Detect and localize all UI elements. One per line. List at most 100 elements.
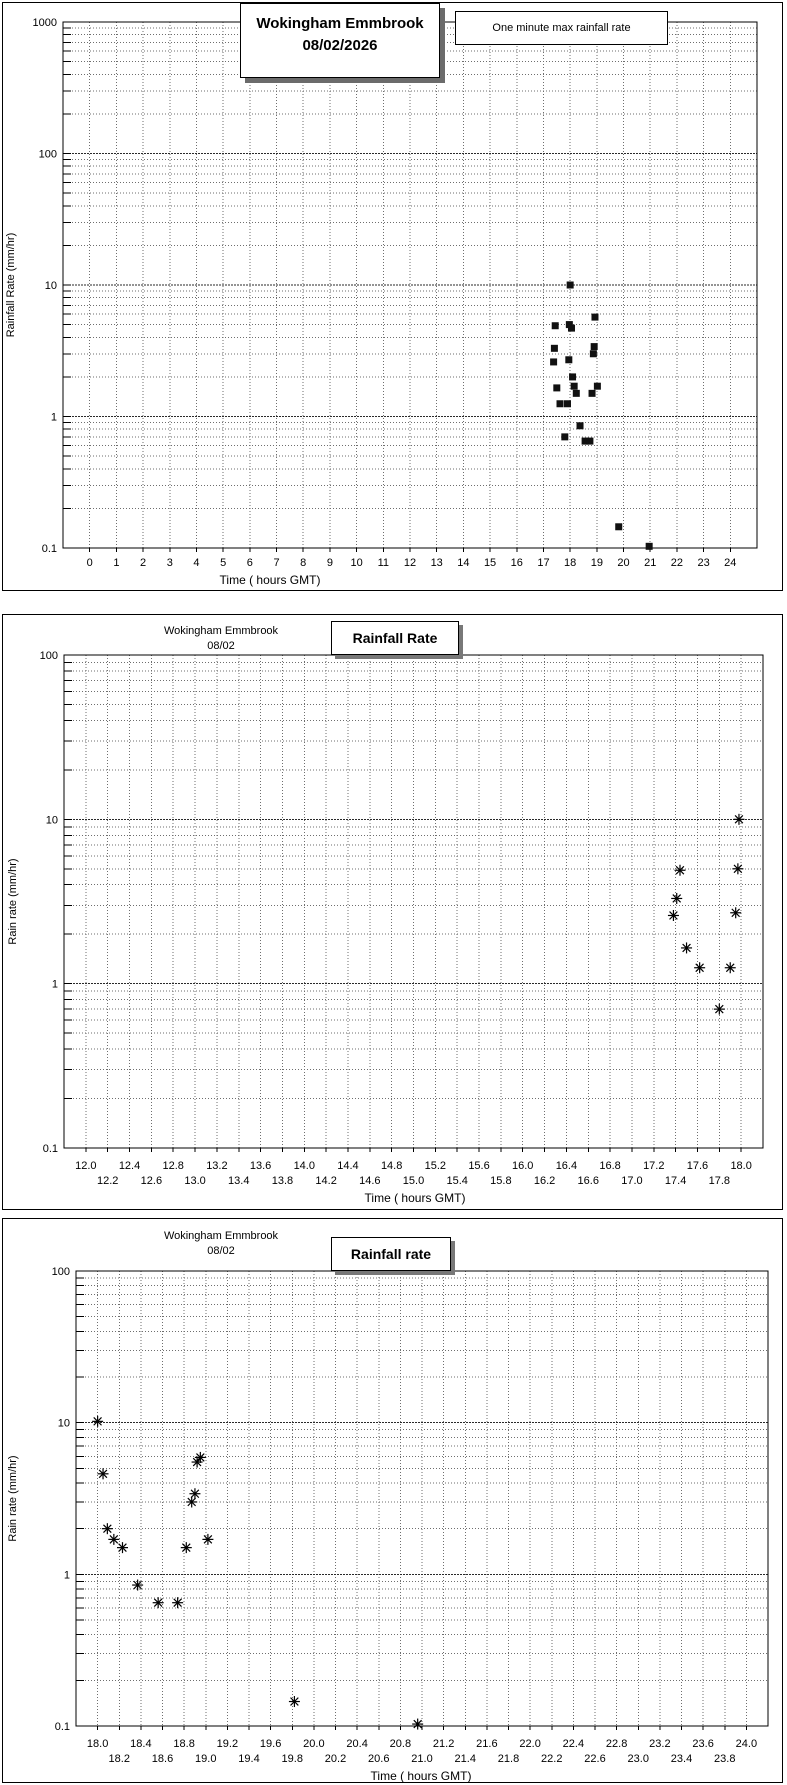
x-tick-label: 12.4: [119, 1160, 140, 1172]
x-tick-label: 17.0: [621, 1175, 642, 1187]
x-tick-label: 20.6: [368, 1753, 389, 1765]
x-tick-label: 9: [327, 557, 333, 569]
data-point: [713, 1003, 725, 1015]
x-tick-label: 23.0: [628, 1753, 649, 1765]
series-legend: One minute max rainfall rate: [455, 11, 668, 45]
y-tick-label: 100: [40, 650, 58, 662]
x-tick-label: 16.0: [512, 1160, 533, 1172]
data-point: [553, 384, 561, 392]
x-tick-label: 19.4: [238, 1753, 259, 1765]
x-tick-label: 15.0: [403, 1175, 424, 1187]
x-tick-label: 19.6: [260, 1738, 281, 1750]
x-tick-label: 22.4: [563, 1738, 584, 1750]
x-tick-label: 8: [300, 557, 306, 569]
data-point: [172, 1597, 184, 1609]
x-tick-label: 13.2: [206, 1160, 227, 1172]
x-tick-label: 22: [671, 557, 683, 569]
x-tick-label: 6: [247, 557, 253, 569]
y-tick-label: 10: [46, 814, 58, 826]
x-tick-label: 3: [167, 557, 173, 569]
data-point: [288, 1696, 300, 1708]
x-tick-label: 12.2: [97, 1175, 118, 1187]
y-tick-label: 100: [39, 149, 57, 161]
data-point: [694, 962, 706, 974]
plot-frame: [75, 1270, 769, 1727]
x-tick-label: 21.4: [455, 1753, 476, 1765]
x-axis-title: Time ( hours GMT): [365, 1191, 466, 1205]
chart-header: Wokingham Emmbrook 08/02: [131, 624, 311, 654]
x-tick-label: 17.6: [687, 1160, 708, 1172]
x-tick-label: 21.2: [433, 1738, 454, 1750]
data-point: [191, 1456, 203, 1468]
x-tick-label: 23: [697, 557, 709, 569]
y-axis-title: Rain rate (mm/hr): [7, 858, 19, 944]
rainfall-rate-chart-afternoon: 100 10 1 0.1 12.0 12.4 12.8 13.2 13.6 14.0 14.4 14.…: [2, 614, 783, 1210]
y-tick-label: 10: [58, 1418, 70, 1430]
x-tick-label: 14.0: [294, 1160, 315, 1172]
data-point: [101, 1523, 113, 1535]
data-point: [615, 523, 623, 531]
x-tick-label: 22.2: [541, 1753, 562, 1765]
data-point: [551, 322, 559, 330]
x-tick-label: 22.6: [584, 1753, 605, 1765]
data-point: [566, 281, 574, 289]
data-point: [593, 382, 601, 390]
chart-title-box: Rainfall Rate: [331, 621, 459, 655]
report-date: 08/02: [207, 640, 235, 652]
chart-header: Wokingham Emmbrook 08/02: [131, 1229, 311, 1259]
x-tick-label: 16.4: [556, 1160, 577, 1172]
x-tick-label: 19.8: [282, 1753, 303, 1765]
data-point: [576, 422, 584, 430]
data-point: [556, 400, 564, 408]
station-name: Wokingham Emmbrook: [163, 625, 279, 637]
plot-frame: [63, 654, 764, 1149]
x-tick-label: 18.0: [730, 1160, 751, 1172]
data-point: [550, 344, 558, 352]
x-tick-label: 18: [564, 557, 576, 569]
x-tick-label: 17.2: [643, 1160, 664, 1172]
x-tick-label: 16.8: [599, 1160, 620, 1172]
data-point: [581, 437, 589, 445]
chart-title-box: Wokingham Emmbrook 08/02/2026: [240, 3, 440, 78]
x-tick-label: 18.2: [109, 1753, 130, 1765]
x-tick-label: 24: [724, 557, 736, 569]
x-tick-label: 23.4: [671, 1753, 692, 1765]
data-point: [108, 1533, 120, 1545]
report-date: 08/02: [207, 1245, 235, 1257]
x-tick-label: 15.8: [490, 1175, 511, 1187]
x-tick-label: 21.8: [498, 1753, 519, 1765]
y-tick-label: 1: [51, 412, 57, 424]
data-point: [590, 343, 598, 351]
x-tick-label: 20: [617, 557, 629, 569]
data-point: [671, 892, 683, 904]
y-tick-label: 1: [64, 1569, 70, 1581]
x-tick-label: 15.2: [425, 1160, 446, 1172]
data-point: [116, 1542, 128, 1554]
x-tick-label: 14.6: [359, 1175, 380, 1187]
data-point: [189, 1488, 201, 1500]
data-point: [567, 324, 575, 332]
x-tick-label: 15.4: [446, 1175, 467, 1187]
data-point: [569, 373, 577, 381]
data-point: [674, 864, 686, 876]
y-tick-label: 0.1: [43, 1143, 58, 1155]
series-legend-label: One minute max rainfall rate: [492, 22, 631, 34]
data-point: [180, 1542, 192, 1554]
report-date: 08/02/2026: [302, 37, 378, 54]
x-tick-label: 17.8: [709, 1175, 730, 1187]
rainfall-rate-chart-evening: 100 10 1 0.1 18.0 18.4 18.8 19.2 19.6 20.0 20.4 20.…: [2, 1218, 783, 1783]
x-tick-label: 20.8: [390, 1738, 411, 1750]
daily-max-rainfall-chart: 1000 100 10 1 0.1 0 1 2 3 4 5 6 7 8 9 10 11 12 13 14 15 16 17 1…: [2, 2, 783, 591]
x-tick-label: 16.2: [534, 1175, 555, 1187]
x-tick-label: 12.0: [75, 1160, 96, 1172]
x-tick-label: 0: [87, 557, 93, 569]
data-point: [194, 1451, 206, 1463]
station-name: Wokingham Emmbrook: [256, 15, 424, 32]
chart-title: Rainfall rate: [350, 1246, 432, 1262]
x-tick-label: 16: [511, 557, 523, 569]
y-tick-label: 0.1: [42, 543, 57, 555]
x-tick-label: 19: [591, 557, 603, 569]
